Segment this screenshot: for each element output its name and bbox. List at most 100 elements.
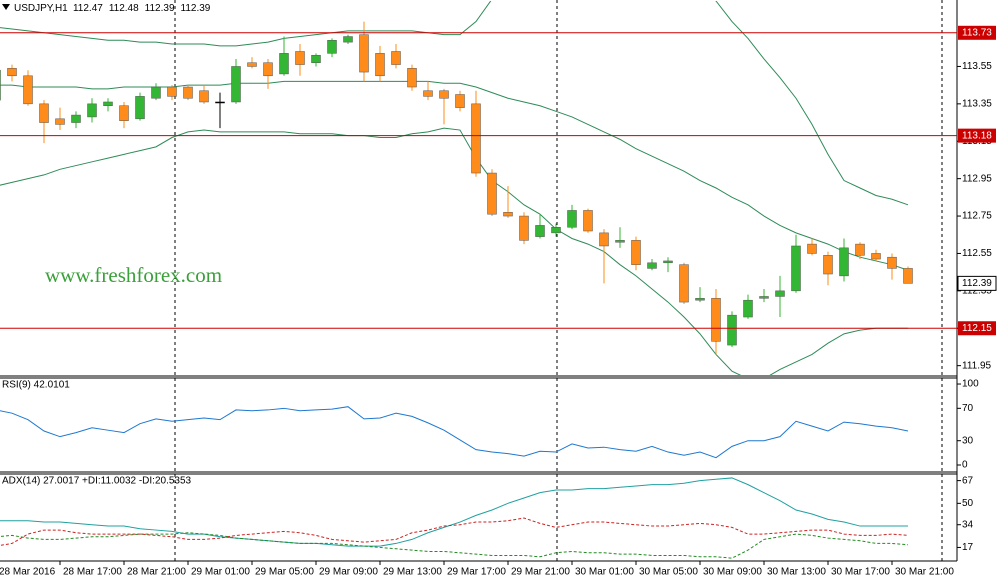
symbol-menu-icon [2,4,10,10]
candle-body [0,69,1,101]
candle-body [455,94,465,108]
candle-body [295,51,305,65]
x-tick-label: 28 Mar 17:00 [63,567,122,578]
candle-body [615,240,625,243]
y-tick-label: 17 [962,542,974,553]
y-tick-label: 30 [962,435,974,446]
candle-body [311,54,321,63]
candle-body [839,247,849,277]
candle-body [135,96,145,120]
header-high: 112.48 [109,3,139,14]
candle-body [551,227,561,234]
candle-body [823,255,833,275]
y-tick-label: 70 [962,403,974,414]
y-tick-label: 67 [962,475,974,486]
candle-body [775,290,785,297]
candle-body [503,212,513,217]
level-label: 112.15 [962,323,992,334]
candles [0,21,913,355]
indicator-line [0,517,909,546]
candle-body [7,68,17,77]
candle-body [903,268,913,284]
chart-header: USDJPY,H1 112.47 112.48 112.39 112.39 [14,3,211,14]
y-tick-label: 0 [962,460,968,471]
indicator-line [0,1,909,206]
candle-body [247,62,257,67]
x-tick-label: 29 Mar 13:00 [383,567,442,578]
candle-body [679,264,689,303]
candle-body [711,298,721,342]
x-tick-label: 29 Mar 01:00 [191,567,250,578]
x-tick-label: 30 Mar 01:00 [575,567,634,578]
level-label-box [958,128,996,143]
y-tick-label: 111.95 [962,360,992,371]
symbol-title: USDJPY,H1 [14,3,68,14]
candle-body [695,298,705,301]
x-tick-label: 30 Mar 05:00 [639,567,698,578]
x-tick-label: 28 Mar 21:00 [127,567,186,578]
indicator-line [0,477,908,547]
indicator-line [0,532,909,559]
candle-body [583,210,593,232]
x-tick-label: 29 Mar 21:00 [511,567,570,578]
candle-body [167,86,177,97]
candle-body [375,53,385,77]
candle-body [759,296,769,299]
x-tick-label: 29 Mar 17:00 [447,567,506,578]
level-label-box [958,25,996,40]
header-low: 112.39 [145,3,175,14]
candle-body [855,243,865,256]
candle-body [119,105,129,121]
candle-body [151,86,161,99]
candle-body [871,253,881,260]
candle-body [567,210,577,228]
watermark: www.freshforex.com [45,263,222,287]
candle-body [343,36,353,43]
y-tick-label: 34 [962,519,974,530]
x-tick-label: 28 Mar 2016 [0,567,56,578]
y-tick-label: 113.55 [962,61,992,72]
candle-body [743,299,753,318]
candle-body [391,51,401,65]
header-open: 112.47 [73,3,103,14]
x-tick-label: 30 Mar 13:00 [767,567,826,578]
header-close: 112.39 [181,3,211,14]
y-tick-label: 112.95 [962,173,992,184]
candle-body [663,260,673,264]
x-tick-label: 30 Mar 17:00 [831,567,890,578]
y-tick-label: 50 [962,498,974,509]
panel-title: ADX(14) 27.0017 +DI:11.0032 -DI:20.5353 [2,476,192,487]
candle-body [807,243,817,254]
indicator-line [0,127,908,375]
candle-body [359,34,369,73]
candle-body [23,75,33,105]
candle-body [599,232,609,247]
candle-body [519,215,529,241]
y-tick-label: 112.55 [962,248,992,259]
panel-title: RSI(9) 42.0101 [2,380,70,391]
candle-body [39,103,49,123]
indicator-line [0,406,909,459]
candle-body [471,103,481,174]
candle-body [263,62,273,77]
y-tick-label: 100 [962,379,979,390]
candle-body [407,68,417,88]
x-tick-label: 29 Mar 09:00 [319,567,378,578]
candle-body [423,90,433,97]
candle-body [791,245,801,292]
candle-body [215,101,225,104]
candle-body [55,118,65,125]
level-label: 113.18 [962,130,992,141]
indicator-line [0,80,909,271]
candle-body [87,103,97,118]
candle-body [887,256,897,269]
candle-body [631,240,641,265]
y-tick-label: 112.35 [962,285,992,296]
y-tick-label: 112.75 [962,211,992,222]
current-price-box [957,275,997,291]
level-label: 113.73 [962,27,992,38]
x-tick-label: 30 Mar 21:00 [895,567,954,578]
candle-body [727,314,737,346]
